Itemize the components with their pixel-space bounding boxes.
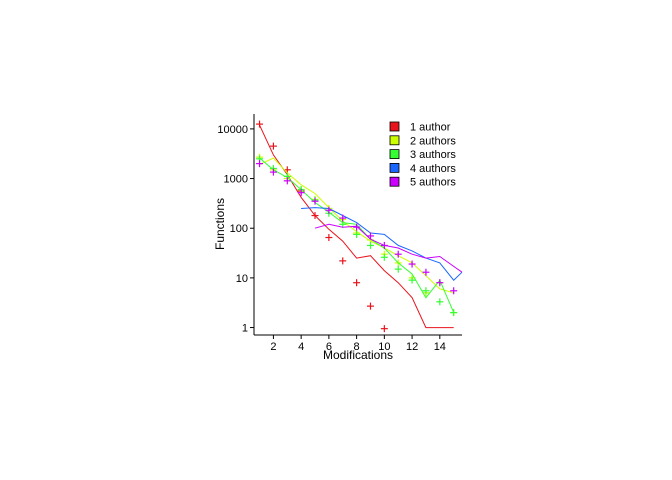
data-point (408, 276, 416, 284)
data-point (366, 232, 374, 240)
data-point (283, 177, 291, 185)
data-point (311, 197, 319, 205)
x-tick-label: 8 (354, 341, 360, 353)
series-5 (256, 160, 463, 295)
data-point (256, 160, 264, 168)
data-point (380, 253, 388, 261)
series-line (314, 223, 463, 273)
x-tick-label: 14 (434, 341, 446, 353)
data-point (297, 189, 305, 197)
legend-swatch (389, 162, 400, 173)
data-point (450, 287, 458, 295)
legend-label: 1 author (410, 122, 451, 134)
data-point (366, 302, 374, 310)
data-point (366, 241, 374, 249)
data-point (394, 250, 402, 258)
y-tick-label: 10 (236, 273, 248, 285)
legend-item: 1 author (389, 121, 451, 134)
data-point (269, 142, 277, 150)
data-point (339, 214, 347, 222)
legend-swatch (389, 149, 400, 160)
x-axis-label: Modifications (323, 348, 393, 362)
data-point (380, 325, 388, 333)
x-tick-label: 12 (406, 341, 418, 353)
legend-item: 3 authors (389, 149, 456, 161)
y-tick-label: 1 (242, 323, 248, 335)
legend-item: 5 authors (389, 176, 456, 189)
legend-label: 4 authors (410, 163, 456, 175)
series-group (256, 120, 463, 333)
data-point (311, 212, 319, 220)
x-tick-label: 4 (298, 341, 304, 353)
y-tick-label: 10000 (217, 124, 248, 136)
data-point (422, 268, 430, 276)
data-point (256, 120, 264, 128)
data-point (353, 279, 361, 287)
legend-label: 2 authors (410, 135, 456, 147)
data-point (450, 309, 458, 317)
x-axis-ticks: 2 4 6 8 10 12 14 (270, 335, 446, 353)
y-tick-label: 1000 (224, 174, 248, 186)
data-point (353, 230, 361, 238)
legend-swatch (389, 135, 400, 146)
data-point (339, 257, 347, 265)
x-tick-label: 2 (270, 341, 276, 353)
y-tick-label: 100 (230, 223, 248, 235)
legend-item: 4 authors (389, 162, 456, 175)
data-point (436, 279, 444, 287)
x-tick-label: 10 (378, 341, 390, 353)
x-tick-label: 6 (326, 341, 332, 353)
legend-swatch (389, 121, 400, 132)
legend-swatch (389, 176, 400, 187)
data-point (436, 298, 444, 306)
data-point (325, 234, 333, 242)
legend-item: 2 authors (389, 135, 456, 147)
data-point (269, 168, 277, 176)
data-point (353, 223, 361, 231)
legend-label: 3 authors (410, 149, 456, 161)
data-point (422, 287, 430, 295)
legend-label: 5 authors (410, 177, 456, 189)
data-point (325, 206, 333, 214)
y-axis-label: Functions (213, 198, 227, 250)
data-point (339, 220, 347, 228)
y-axis-ticks: 1 10 100 1000 10000 (217, 124, 254, 335)
data-point (408, 260, 416, 268)
data-point (380, 241, 388, 249)
data-point (394, 265, 402, 273)
